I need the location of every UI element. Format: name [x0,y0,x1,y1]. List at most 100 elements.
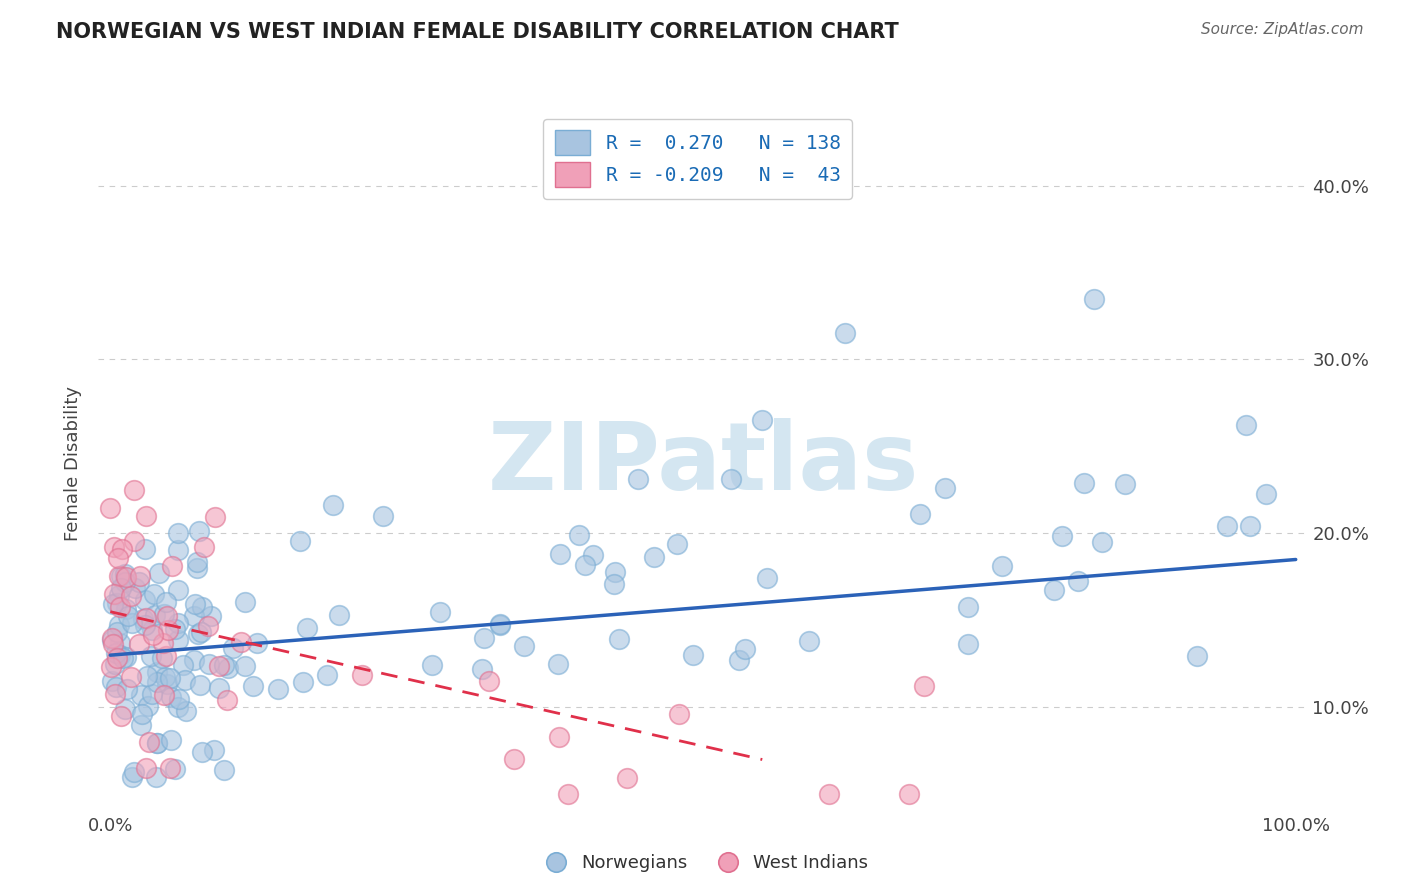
Point [114,566,136,581]
Point [197,619,219,633]
Point [110,709,132,723]
Point [295,621,318,635]
Point [603,577,626,591]
Point [121,616,143,631]
Point [167,583,190,598]
Point [166,542,188,557]
Point [115,649,138,664]
Point [568,527,591,541]
Point [172,657,194,672]
Point [734,641,756,656]
Point [128,637,150,651]
Point [163,622,186,636]
Point [350,668,373,682]
Point [191,599,214,614]
Point [135,669,157,683]
Point [159,761,181,775]
Point [720,472,742,486]
Point [1185,649,1208,664]
Point [898,788,921,801]
Point [117,681,139,696]
Legend: Norwegians, West Indians: Norwegians, West Indians [531,847,875,880]
Point [1114,477,1136,491]
Point [105,646,128,660]
Point [799,634,821,648]
Point [124,581,146,595]
Point [152,688,174,702]
Point [728,652,751,666]
Point [513,640,536,654]
Point [267,681,290,696]
Point [242,679,264,693]
Point [818,788,841,801]
Point [474,631,496,645]
Point [122,765,145,780]
Point [114,575,136,590]
Y-axis label: Female Disability: Female Disability [65,386,83,541]
Point [174,673,197,688]
Point [187,626,209,640]
Point [160,690,183,705]
Point [143,607,166,622]
Point [235,659,257,673]
Point [1067,574,1090,589]
Point [643,549,665,564]
Point [104,680,127,694]
Point [135,611,157,625]
Point [214,658,236,673]
Point [190,624,212,639]
Point [110,581,132,595]
Point [145,736,167,750]
Point [1239,518,1261,533]
Point [100,660,122,674]
Point [100,500,122,515]
Point [176,704,198,718]
Point [193,540,215,554]
Point [957,637,980,651]
Point [120,670,142,684]
Point [129,689,152,703]
Point [121,770,143,784]
Point [141,687,163,701]
Point [150,651,173,665]
Point [190,745,212,759]
Point [581,548,603,562]
Point [547,657,569,671]
Point [217,661,239,675]
Point [146,675,169,690]
Point [204,509,226,524]
Point [1216,519,1239,533]
Point [682,648,704,663]
Point [666,537,689,551]
Point [131,717,153,731]
Point [751,413,773,427]
Point [616,771,638,785]
Point [155,608,177,623]
Point [471,662,494,676]
Point [1091,534,1114,549]
Point [420,657,443,672]
Point [668,707,690,722]
Point [122,533,145,548]
Point [120,589,142,603]
Point [627,472,650,486]
Point [502,752,524,766]
Point [167,691,190,706]
Point [222,641,245,656]
Point [478,673,501,688]
Point [934,482,956,496]
Point [135,761,157,775]
Point [108,588,131,602]
Point [155,648,177,663]
Point [1234,417,1257,432]
Point [186,555,208,569]
Point [145,665,167,679]
Point [156,676,179,690]
Point [100,631,122,645]
Point [101,597,124,611]
Point [134,542,156,557]
Point [288,534,311,549]
Point [607,632,630,647]
Point [1083,292,1105,306]
Point [108,599,131,614]
